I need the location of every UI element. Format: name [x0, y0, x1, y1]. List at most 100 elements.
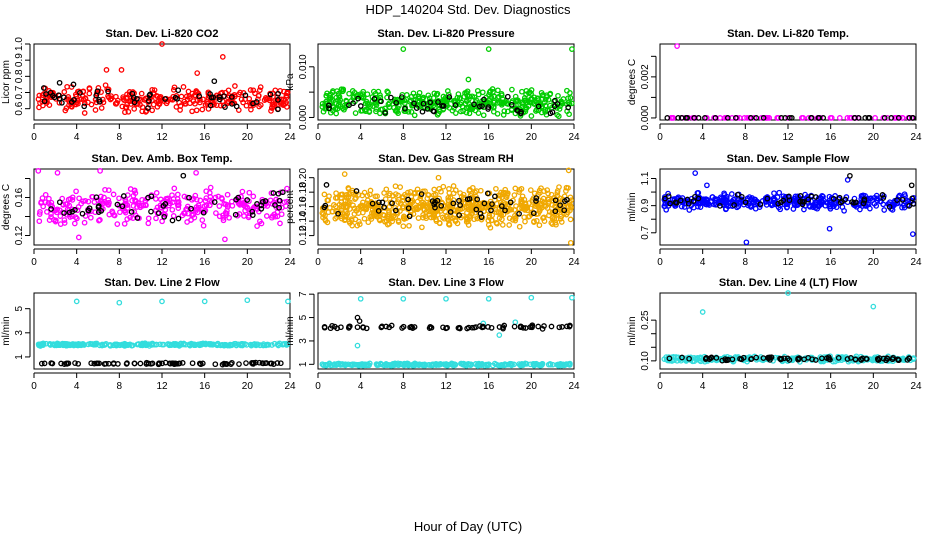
- data-point: [250, 193, 257, 200]
- data-point: [432, 199, 438, 206]
- data-point: [405, 196, 411, 203]
- data-point: [105, 187, 112, 194]
- x-tick-label: 16: [199, 381, 211, 392]
- data-point: [373, 108, 379, 115]
- data-point: [249, 208, 256, 215]
- data-point: [162, 201, 169, 207]
- data-point: [268, 108, 274, 114]
- data-point: [555, 361, 561, 368]
- data-point: [463, 109, 470, 116]
- data-point: [740, 354, 747, 361]
- data-point: [910, 200, 917, 207]
- data-point: [127, 186, 134, 192]
- data-point: [284, 185, 290, 192]
- chart-panel: Stan. Dev. Li-820 Temp.0 4 8 12 16 20 240.0000…: [627, 28, 922, 143]
- data-point: [781, 355, 787, 362]
- data-point: [403, 96, 410, 103]
- data-point: [363, 325, 370, 332]
- data-point: [175, 87, 182, 94]
- data-point: [541, 323, 547, 329]
- data-point: [56, 79, 63, 86]
- data-point: [553, 221, 559, 228]
- panel-title: Stan. Dev. Li-820 Pressure: [377, 28, 514, 40]
- x-axis: 0 4 8 12 16 20 24: [315, 372, 580, 392]
- data-point: [209, 341, 216, 348]
- x-tick-label: 4: [358, 132, 364, 143]
- data-point: [160, 211, 167, 217]
- data-point: [662, 195, 668, 202]
- data-point: [778, 199, 784, 206]
- data-point: [888, 115, 895, 121]
- data-point: [424, 195, 431, 202]
- data-point: [702, 356, 709, 362]
- panel-title: Stan. Dev. Line 4 (LT) Flow: [719, 277, 858, 289]
- data-point: [379, 199, 386, 206]
- data-point: [497, 192, 504, 199]
- data-point: [272, 213, 279, 220]
- data-point: [38, 360, 45, 367]
- data-point: [132, 190, 139, 196]
- data-point: [815, 115, 822, 121]
- data-point: [757, 201, 764, 208]
- x-tick-label: 4: [74, 381, 80, 392]
- y-axis-label: kPa: [285, 73, 296, 91]
- data-point: [526, 200, 532, 206]
- data-point: [544, 107, 551, 114]
- x-tick-label: 24: [568, 132, 580, 143]
- data-point: [825, 354, 832, 361]
- data-point: [406, 213, 413, 220]
- plot-frame: [317, 168, 575, 246]
- y-axis: 0.000 0.002: [640, 55, 657, 130]
- data-point: [79, 210, 86, 217]
- data-point: [405, 108, 412, 115]
- data-point: [48, 206, 54, 212]
- data-point: [254, 223, 260, 229]
- data-point: [240, 199, 247, 206]
- y-axis-label: ml/min: [627, 192, 638, 221]
- data-point: [525, 214, 532, 220]
- data-point: [446, 203, 453, 210]
- data-point: [839, 204, 846, 210]
- data-point: [49, 360, 56, 367]
- y-axis-label: ml/min: [1, 316, 12, 345]
- data-point: [422, 213, 429, 220]
- x-tick-label: 0: [657, 257, 663, 268]
- data-point: [485, 104, 492, 110]
- y-axis: 1 3 5 7: [298, 291, 315, 367]
- data-point: [382, 109, 388, 116]
- data-point: [110, 191, 117, 198]
- data-point: [188, 217, 194, 223]
- data-point: [190, 341, 197, 348]
- data-point: [717, 203, 723, 209]
- data-point: [695, 195, 702, 202]
- data-point: [256, 87, 263, 94]
- data-point: [175, 205, 182, 211]
- data-point: [909, 231, 916, 237]
- x-tick-label: 20: [242, 132, 254, 143]
- data-point: [686, 207, 693, 213]
- data-point: [346, 191, 352, 198]
- x-tick-label: 8: [117, 381, 123, 392]
- data-point: [563, 184, 570, 191]
- panel-title: Stan. Dev. Line 2 Flow: [104, 277, 220, 289]
- data-point: [155, 210, 162, 216]
- data-point: [193, 107, 200, 114]
- y-axis: 0.120.140.160.180.20: [298, 168, 315, 245]
- data-point: [247, 87, 254, 93]
- data-point: [699, 309, 706, 315]
- data-point: [672, 199, 679, 206]
- data-point: [497, 199, 504, 206]
- y-tick-label: 1: [14, 354, 25, 360]
- data-point: [113, 93, 119, 100]
- data-point: [159, 298, 165, 305]
- data-point: [409, 325, 416, 331]
- data-point: [272, 202, 278, 208]
- data-point: [665, 190, 671, 197]
- data-point: [498, 211, 505, 218]
- data-point: [355, 362, 362, 369]
- data-point: [249, 360, 255, 366]
- x-tick-label: 20: [868, 257, 880, 268]
- data-point: [430, 211, 437, 218]
- data-point: [80, 198, 86, 205]
- x-tick-label: 16: [483, 381, 495, 392]
